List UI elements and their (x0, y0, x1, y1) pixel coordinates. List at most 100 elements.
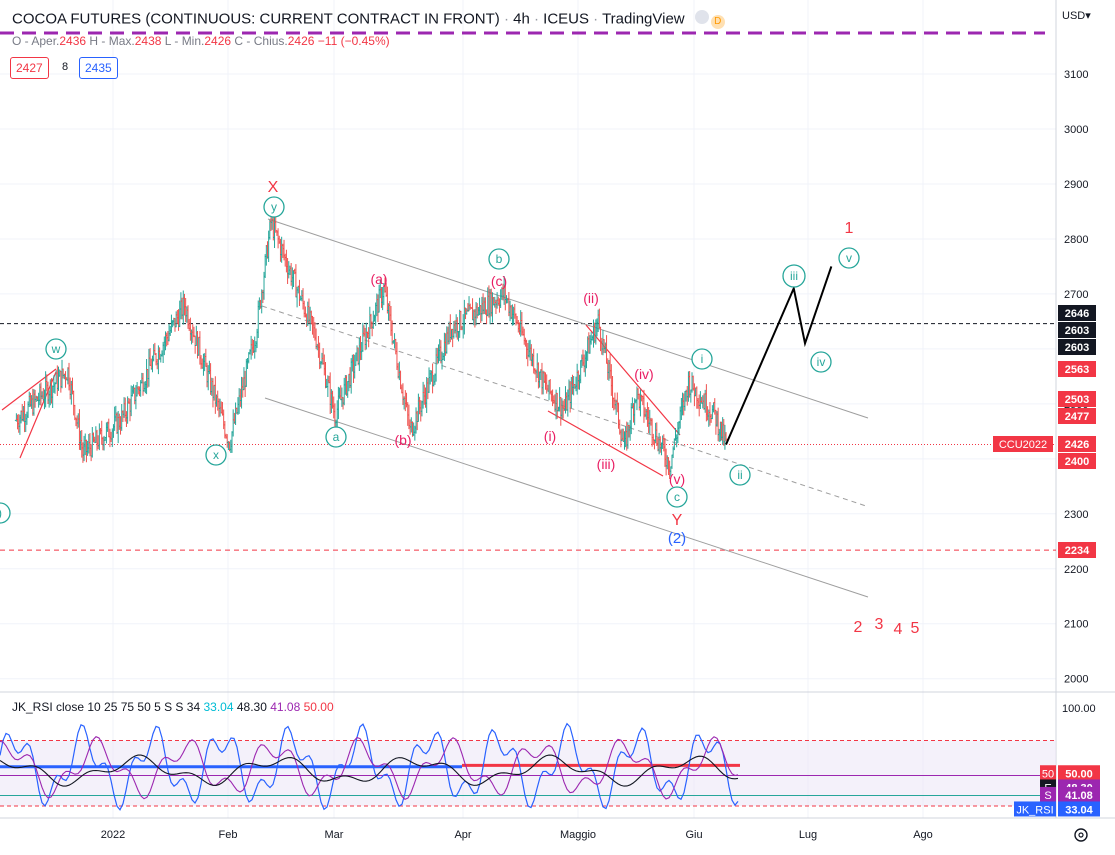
price-label: 2426 (1065, 439, 1089, 451)
rsi-value-box (1058, 786, 1100, 802)
wave-label-circle[interactable] (325, 426, 347, 448)
price-tick-label: 3100 (1064, 69, 1088, 81)
wave-label-circle[interactable] (782, 264, 806, 288)
price-label-box[interactable] (1058, 305, 1096, 321)
market-status-icon[interactable] (694, 10, 709, 24)
wave-label-circle[interactable] (488, 248, 510, 270)
wedge-line[interactable] (547, 410, 664, 477)
rsi-value: 41.08 (1065, 790, 1093, 802)
wave-label: v (846, 251, 852, 265)
rsi-value: 33.04 (1065, 804, 1093, 816)
time-tick-label: Ago (913, 829, 933, 841)
price-label-box[interactable] (1058, 408, 1096, 424)
trend-channel-line[interactable] (267, 218, 869, 419)
indicator-value-2: 48.30 (236, 700, 267, 714)
price-tick-label: 2100 (1064, 619, 1088, 631)
rsi-value: 50.00 (1065, 768, 1093, 780)
wave-label-circle[interactable] (45, 338, 67, 360)
price-label: 2477 (1065, 411, 1089, 423)
rsi-value-box (1058, 801, 1100, 817)
price-label-box[interactable] (1058, 542, 1096, 558)
trend-channel-line[interactable] (264, 397, 869, 598)
wave-label: (v) (669, 471, 685, 487)
currency-selector[interactable]: USD▾ (1062, 9, 1091, 22)
wave-label: (iii) (597, 456, 616, 472)
wave-label-circle[interactable] (810, 351, 832, 373)
wave-label-circle[interactable] (0, 502, 11, 524)
wave-label-circle[interactable] (691, 348, 713, 370)
price-tick-label: 2300 (1064, 509, 1088, 521)
wave-label: ii (737, 468, 742, 482)
wave-label: (ii) (583, 290, 599, 306)
wave-label: iv (817, 355, 826, 369)
spread-value: 8 (62, 61, 69, 73)
time-tick-label: Apr (454, 829, 471, 841)
rsi-tag: JK_RSI (1016, 804, 1053, 816)
exchange-label: ICEUS (543, 10, 589, 28)
open-label: O - Aper. (12, 34, 60, 48)
rsi-tag: 50 (1042, 768, 1054, 780)
wave-label-circle[interactable] (263, 196, 285, 218)
high-label: H - Max. (89, 34, 135, 48)
wave-label: Y (672, 512, 683, 529)
wave-label-circle[interactable] (729, 464, 751, 486)
symbol-title[interactable]: COCOA FUTURES (CONTINUOUS: CURRENT CONTR… (12, 10, 500, 28)
price-label-box[interactable] (1058, 339, 1096, 355)
currency-label: USD (1062, 10, 1086, 22)
wave-label: ) (0, 506, 2, 520)
wave-label: 4 (894, 621, 903, 638)
chart-header: COCOA FUTURES (CONTINUOUS: CURRENT CONTR… (12, 10, 727, 29)
high-value: 2438 (134, 34, 162, 48)
wave-label: w (51, 342, 61, 356)
rsi-value-box (1058, 765, 1100, 781)
chevron-down-icon: ▾ (1085, 10, 1091, 22)
close-value: 2426 (287, 34, 315, 48)
indicator-name: JK_RSI close 10 25 75 50 5 S S 34 (12, 700, 201, 714)
wave-label: iii (790, 269, 798, 283)
time-tick-label: Lug (799, 829, 817, 841)
wave-label: x (213, 448, 219, 462)
wave-label: 1 (845, 220, 854, 237)
symbol-tag: CCU2022 (999, 439, 1047, 451)
wave-label: y (271, 200, 277, 214)
price-label: 2563 (1065, 364, 1089, 376)
price-label: 2400 (1065, 456, 1089, 468)
buy-price-box[interactable]: 2435 (79, 57, 118, 79)
time-tick-label: Giu (685, 829, 702, 841)
price-bars[interactable] (14, 210, 728, 480)
symbol-tag-box[interactable] (993, 436, 1053, 452)
wave-label: 2 (854, 619, 863, 636)
time-tick-label: Mar (325, 829, 344, 841)
sell-price-box[interactable]: 2427 (10, 57, 49, 79)
indicator-value-3: 41.08 (270, 700, 301, 714)
wave-label: X (268, 179, 279, 196)
indicator-value-1: 33.04 (203, 700, 234, 714)
wave-label-circle[interactable] (666, 486, 688, 508)
gear-icon[interactable] (1074, 828, 1088, 842)
platform-label: TradingView (602, 10, 685, 28)
change-value: −11 (−0.45%) (317, 34, 390, 48)
wave-label-circle[interactable] (838, 247, 860, 269)
time-tick-label: Maggio (560, 829, 596, 841)
wave-label: b (496, 252, 503, 266)
price-label-box[interactable] (1058, 453, 1096, 469)
rsi-slow-line (0, 754, 739, 787)
interval-label[interactable]: 4h (513, 10, 530, 28)
indicator-legend[interactable]: JK_RSI close 10 25 75 50 5 S S 34 33.04 … (12, 700, 334, 714)
price-label: 2646 (1065, 308, 1089, 320)
wave-label-circle[interactable] (205, 444, 227, 466)
price-label-box[interactable] (1058, 361, 1096, 377)
price-label-box[interactable] (1058, 322, 1096, 338)
price-label-box[interactable] (1058, 436, 1096, 452)
delayed-data-badge[interactable]: D (710, 15, 725, 29)
indicator-value-4: 50.00 (303, 700, 334, 714)
rsi-band (0, 740, 1056, 806)
low-label: L - Min. (164, 34, 205, 48)
elliott-projection-line[interactable] (725, 266, 833, 445)
price-label-box[interactable] (1058, 391, 1096, 407)
rsi-fast-line (0, 722, 739, 811)
rsi-tag: S (1044, 790, 1051, 802)
low-value: 2426 (204, 34, 232, 48)
price-label: 2503 (1065, 394, 1089, 406)
